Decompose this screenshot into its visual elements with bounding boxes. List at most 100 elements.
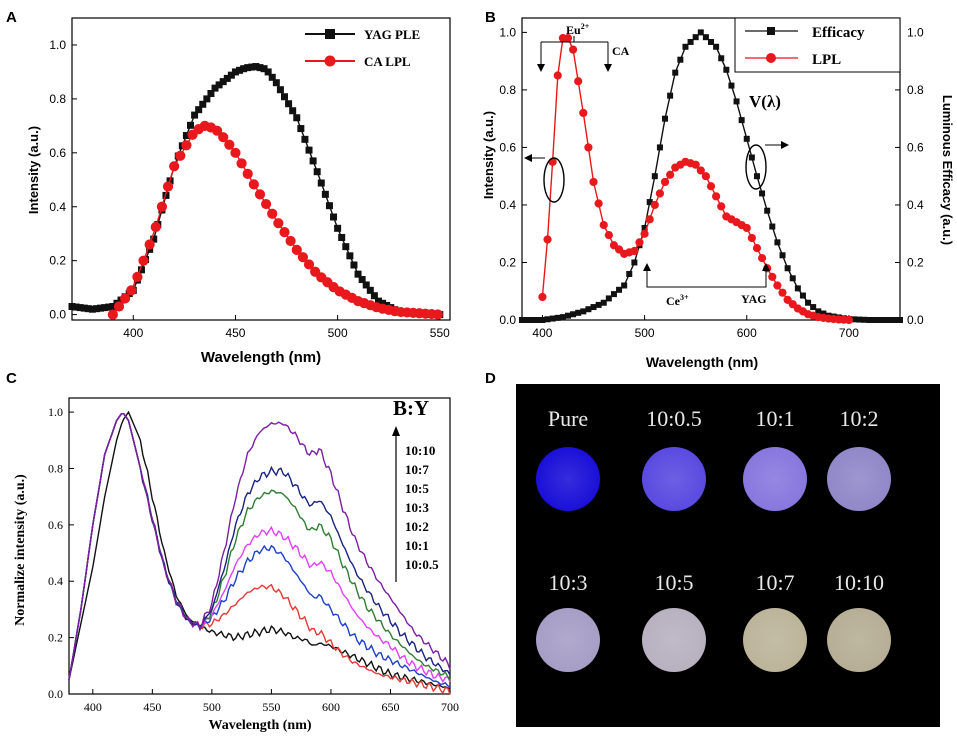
series-yag-ple: [68, 63, 444, 319]
x-axis-b: 400 500 600 700: [532, 315, 859, 340]
data-point: [260, 65, 268, 73]
legend-c: 10:10 10:7 10:5 10:3 10:2 10:1 10:0.5: [405, 443, 439, 572]
data-point: [692, 34, 699, 41]
data-point: [575, 309, 582, 316]
series-lpl: [538, 34, 854, 325]
series-10-7: [68, 413, 451, 681]
series-line: [522, 31, 900, 321]
series-line: [541, 37, 849, 321]
data-point: [616, 286, 623, 293]
data-point: [107, 309, 118, 320]
x-tick-label: 700: [441, 700, 459, 714]
data-point: [358, 276, 366, 284]
sample-10-10: 10:10: [827, 570, 891, 672]
sample-dot-shade: [536, 608, 600, 672]
series-efficacy: [519, 29, 903, 323]
legend-b: Efficacy LPL: [734, 17, 901, 73]
x-tick-label: 600: [737, 326, 757, 340]
data-point: [708, 38, 714, 45]
y2-tick-label: 0.6: [907, 140, 924, 154]
data-point: [706, 182, 716, 191]
data-point: [273, 218, 284, 229]
data-point: [881, 317, 888, 323]
data-point: [264, 68, 272, 76]
data-point: [691, 160, 700, 169]
data-point: [563, 34, 573, 43]
sample-label: Pure: [548, 406, 588, 431]
legend-label-c: 10:1: [405, 538, 429, 553]
data-point: [682, 43, 689, 50]
data-point: [113, 301, 125, 312]
data-point: [303, 259, 315, 270]
data-point: [105, 303, 113, 311]
data-point: [538, 292, 547, 302]
sample-dot-shade: [743, 608, 807, 672]
data-point: [621, 282, 628, 289]
legend-label-c: 10:10: [405, 443, 435, 458]
data-point: [701, 172, 710, 181]
y-tick-label: 0.6: [49, 146, 66, 160]
data-point: [289, 107, 297, 115]
data-point: [752, 243, 762, 253]
data-point: [156, 201, 168, 212]
data-point: [256, 64, 264, 72]
x-tick-label: 700: [839, 326, 859, 340]
data-point: [223, 74, 231, 82]
data-point: [687, 38, 694, 45]
data-point: [350, 261, 358, 269]
data-point: [656, 144, 663, 151]
sample-10-5: 10:5: [642, 570, 706, 672]
legend-marker-ca-lpl: [324, 55, 336, 67]
data-point: [338, 233, 346, 241]
data-point: [207, 90, 215, 97]
data-point: [432, 309, 443, 320]
y2-tick-label: 0.4: [907, 198, 924, 212]
sample-label: 10:3: [548, 570, 587, 595]
y-tick-label: 0.6: [499, 140, 516, 154]
data-point: [219, 78, 227, 86]
data-point: [305, 146, 313, 154]
x-tick-label: 550: [262, 700, 280, 714]
data-point: [605, 295, 612, 302]
data-point: [211, 84, 219, 92]
series-line: [71, 65, 440, 316]
series-10-2: [68, 413, 451, 688]
data-point: [672, 69, 679, 76]
annotations-b: Eu2+ CA Ce3+ YAG V(λ): [524, 22, 789, 308]
legend-label-efficacy: Efficacy: [812, 25, 865, 41]
data-point: [175, 150, 186, 161]
data-point: [590, 304, 597, 311]
data-point: [181, 140, 192, 151]
data-point: [897, 317, 903, 323]
data-point: [753, 173, 760, 180]
data-point: [374, 297, 382, 305]
data-point: [529, 317, 536, 323]
y-tick-label: 0.8: [49, 92, 66, 106]
y2-tick-label: 0.0: [907, 313, 924, 327]
data-point: [696, 166, 705, 175]
ce-bracket-arrows: [643, 263, 770, 271]
sample-10-0-5: 10:0.5: [642, 406, 706, 511]
y-axis-label-b: Intensity (a.u.): [481, 111, 496, 199]
data-point: [631, 259, 638, 266]
y2-axis-label-b: Luminous Efficacy (a.u.): [940, 95, 955, 245]
data-point: [313, 168, 321, 176]
data-point: [844, 315, 854, 325]
data-point: [524, 317, 531, 323]
legend-marker-efficacy: [767, 27, 775, 35]
chart-a: 0.0 0.2 0.4 0.6 0.8 1.0 400 450 500 550 Waveleng…: [26, 17, 451, 366]
chart-b: 0.0 0.2 0.4 0.6 0.8 1.0 0.0 0.2 0.4 0.6 0.8 1.0 40…: [481, 17, 955, 370]
data-point: [218, 132, 229, 143]
data-point: [132, 271, 143, 282]
data-point: [268, 73, 276, 81]
data-point: [626, 270, 633, 277]
data-point: [747, 233, 756, 243]
v-lambda-label: V(λ): [749, 92, 781, 111]
data-point: [224, 139, 235, 150]
x-tick-label: 500: [203, 700, 221, 714]
data-point: [285, 100, 293, 108]
data-point: [267, 208, 278, 219]
data-point: [248, 63, 256, 71]
data-point: [144, 239, 155, 250]
data-point: [778, 288, 787, 297]
